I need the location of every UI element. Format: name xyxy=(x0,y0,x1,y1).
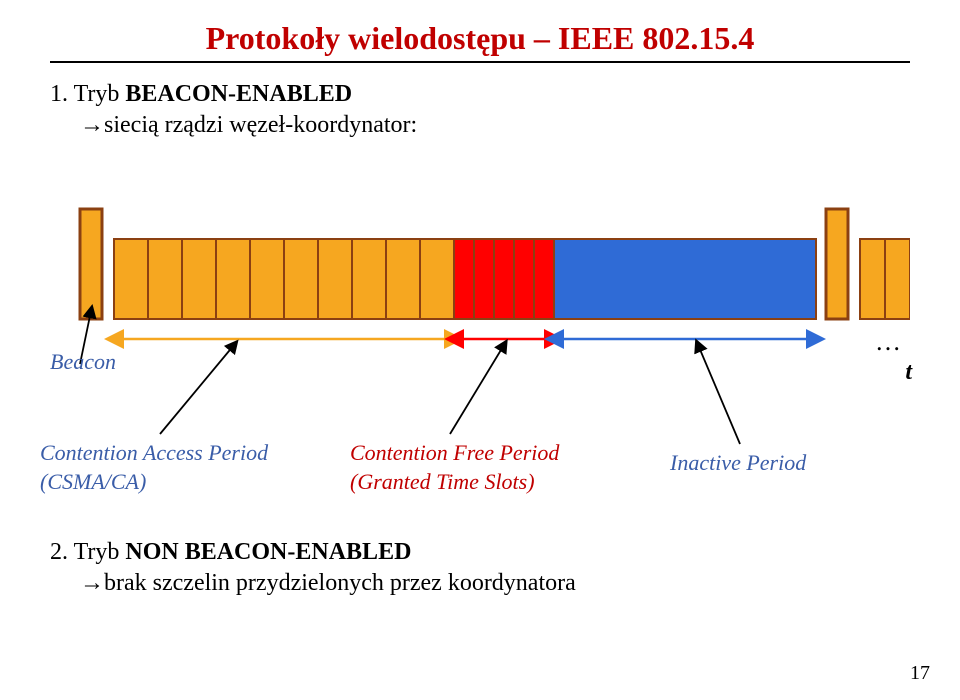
beacon-label: Beacon xyxy=(50,349,116,375)
arrow-right-icon: → xyxy=(80,112,104,139)
section1-sub-text: siecią rządzi węzeł-koordynator: xyxy=(104,112,417,138)
time-axis-label: t xyxy=(905,359,912,386)
section2-prefix: 2. Tryb xyxy=(50,539,125,565)
cap-line1: Contention Access Period xyxy=(40,440,268,465)
section-2-line: 2. Tryb NON BEACON-ENABLED xyxy=(50,539,910,566)
page-number: 17 xyxy=(910,662,930,685)
section2-sub-text: brak szczelin przydzielonych przez koord… xyxy=(104,570,576,596)
cfp-label: Contention Free Period (Granted Time Slo… xyxy=(350,439,559,496)
title-underline xyxy=(50,61,910,63)
page-title: Protokoły wielodostępu – IEEE 802.15.4 xyxy=(50,20,910,57)
arrow-right-icon: → xyxy=(80,570,104,597)
cfp-line2: (Granted Time Slots) xyxy=(350,469,535,494)
cap-line2: (CSMA/CA) xyxy=(40,469,146,494)
section1-bold: BEACON-ENABLED xyxy=(125,81,352,107)
cap-label: Contention Access Period (CSMA/CA) xyxy=(40,439,268,496)
section2-bold: NON BEACON-ENABLED xyxy=(125,539,411,565)
section1-prefix: 1. Tryb xyxy=(50,81,125,107)
inactive-label: Inactive Period xyxy=(670,449,806,478)
section-1-sub: →siecią rządzi węzeł-koordynator: xyxy=(80,112,910,139)
section-2-sub: →brak szczelin przydzielonych przez koor… xyxy=(80,570,910,597)
section-1-line: 1. Tryb BEACON-ENABLED xyxy=(50,81,910,108)
superframe-diagram: Beacon … t Contention Access Period (CSM… xyxy=(50,179,910,519)
cfp-line1: Contention Free Period xyxy=(350,440,559,465)
ellipsis-label: … xyxy=(877,327,900,357)
